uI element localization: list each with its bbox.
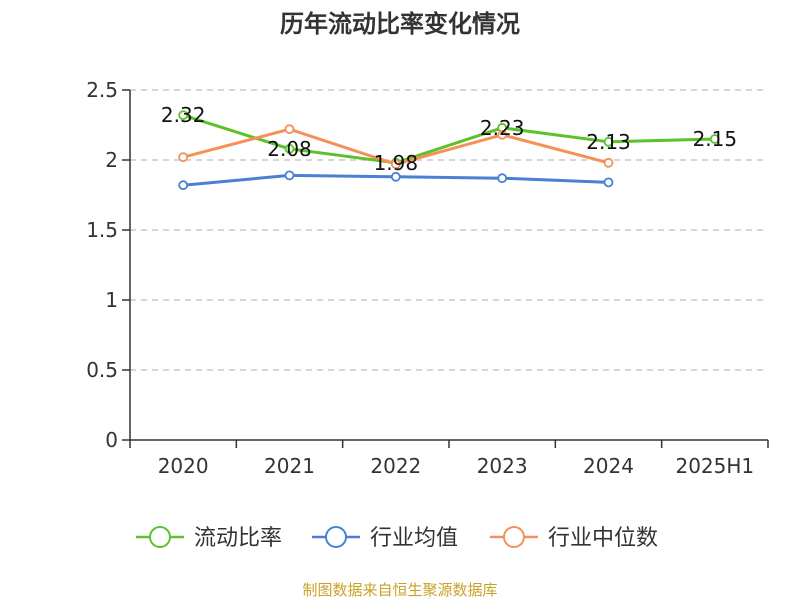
data-point: [497, 129, 508, 140]
legend: 流动比率 行业均值 行业中位数: [136, 526, 658, 551]
legend-marker: [149, 526, 171, 548]
data-point: [497, 173, 508, 184]
legend-label: 流动比率: [194, 526, 282, 551]
y-tick-label: 2.5: [86, 78, 118, 102]
data-point: [709, 134, 720, 144]
data-label: 2.23: [480, 116, 525, 140]
legend-label: 行业均值: [370, 526, 458, 551]
data-point: [603, 177, 614, 188]
x-tick-label: 2021: [264, 454, 315, 478]
data-labels: 2.32 2.08 1.98 2.23 2.13 2.15: [161, 103, 737, 175]
data-point: [603, 157, 614, 168]
series-group: [178, 110, 720, 191]
data-label: 2.32: [161, 103, 206, 127]
grid-lines: [130, 89, 768, 371]
axes: 0 0.5 1 1.5 2 2.5 2020 2021 2022 2023 2024 2025H1: [86, 78, 769, 478]
chart-title: 历年流动比率变化情况: [280, 10, 520, 38]
legend-label: 行业中位数: [548, 526, 658, 551]
source-note: 制图数据来自恒生聚源数据库: [302, 581, 497, 599]
data-label: 1.98: [374, 151, 419, 175]
data-point: [284, 124, 295, 135]
data-label: 2.15: [693, 127, 738, 151]
legend-marker: [503, 526, 525, 548]
data-label: 2.08: [267, 137, 312, 161]
x-tick-label: 2024: [583, 454, 634, 478]
data-point: [603, 136, 614, 147]
x-tick-label: 2023: [477, 454, 528, 478]
data-point: [284, 143, 295, 154]
legend-marker: [325, 526, 347, 548]
x-tick-label: 2022: [370, 454, 421, 478]
data-point: [390, 159, 401, 170]
data-point: [390, 171, 401, 182]
y-tick-label: 2: [105, 148, 118, 172]
x-tick-label: 2020: [158, 454, 209, 478]
data-point: [284, 170, 295, 181]
y-tick-label: 0: [105, 428, 118, 452]
data-point: [178, 180, 189, 191]
data-label: 2.13: [586, 130, 631, 154]
y-tick-label: 0.5: [86, 358, 118, 382]
y-tick-label: 1.5: [86, 218, 118, 242]
y-tick-label: 1: [105, 288, 118, 312]
x-tick-label: 2025H1: [675, 454, 754, 478]
data-point: [178, 152, 189, 163]
data-point: [178, 110, 189, 121]
series-line-0: [181, 113, 717, 165]
